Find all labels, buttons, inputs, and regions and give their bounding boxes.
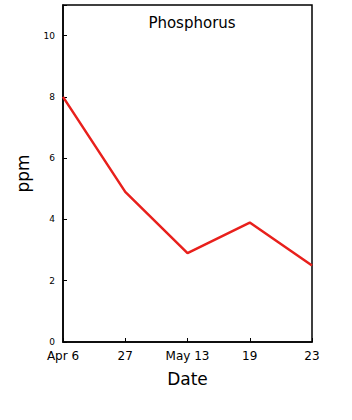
svg-text:Apr 6: Apr 6	[47, 349, 79, 363]
svg-text:Date: Date	[167, 369, 208, 389]
svg-text:4: 4	[49, 214, 55, 224]
svg-text:Phosphorus: Phosphorus	[148, 14, 235, 32]
svg-text:8: 8	[49, 92, 55, 102]
svg-text:23: 23	[304, 349, 319, 363]
svg-text:2: 2	[49, 276, 55, 286]
svg-text:6: 6	[49, 153, 55, 163]
svg-text:ppm: ppm	[13, 154, 33, 192]
svg-text:27: 27	[118, 349, 133, 363]
svg-text:19: 19	[242, 349, 257, 363]
svg-text:0: 0	[49, 337, 55, 347]
svg-text:May 13: May 13	[166, 349, 210, 363]
svg-text:10: 10	[44, 31, 56, 41]
